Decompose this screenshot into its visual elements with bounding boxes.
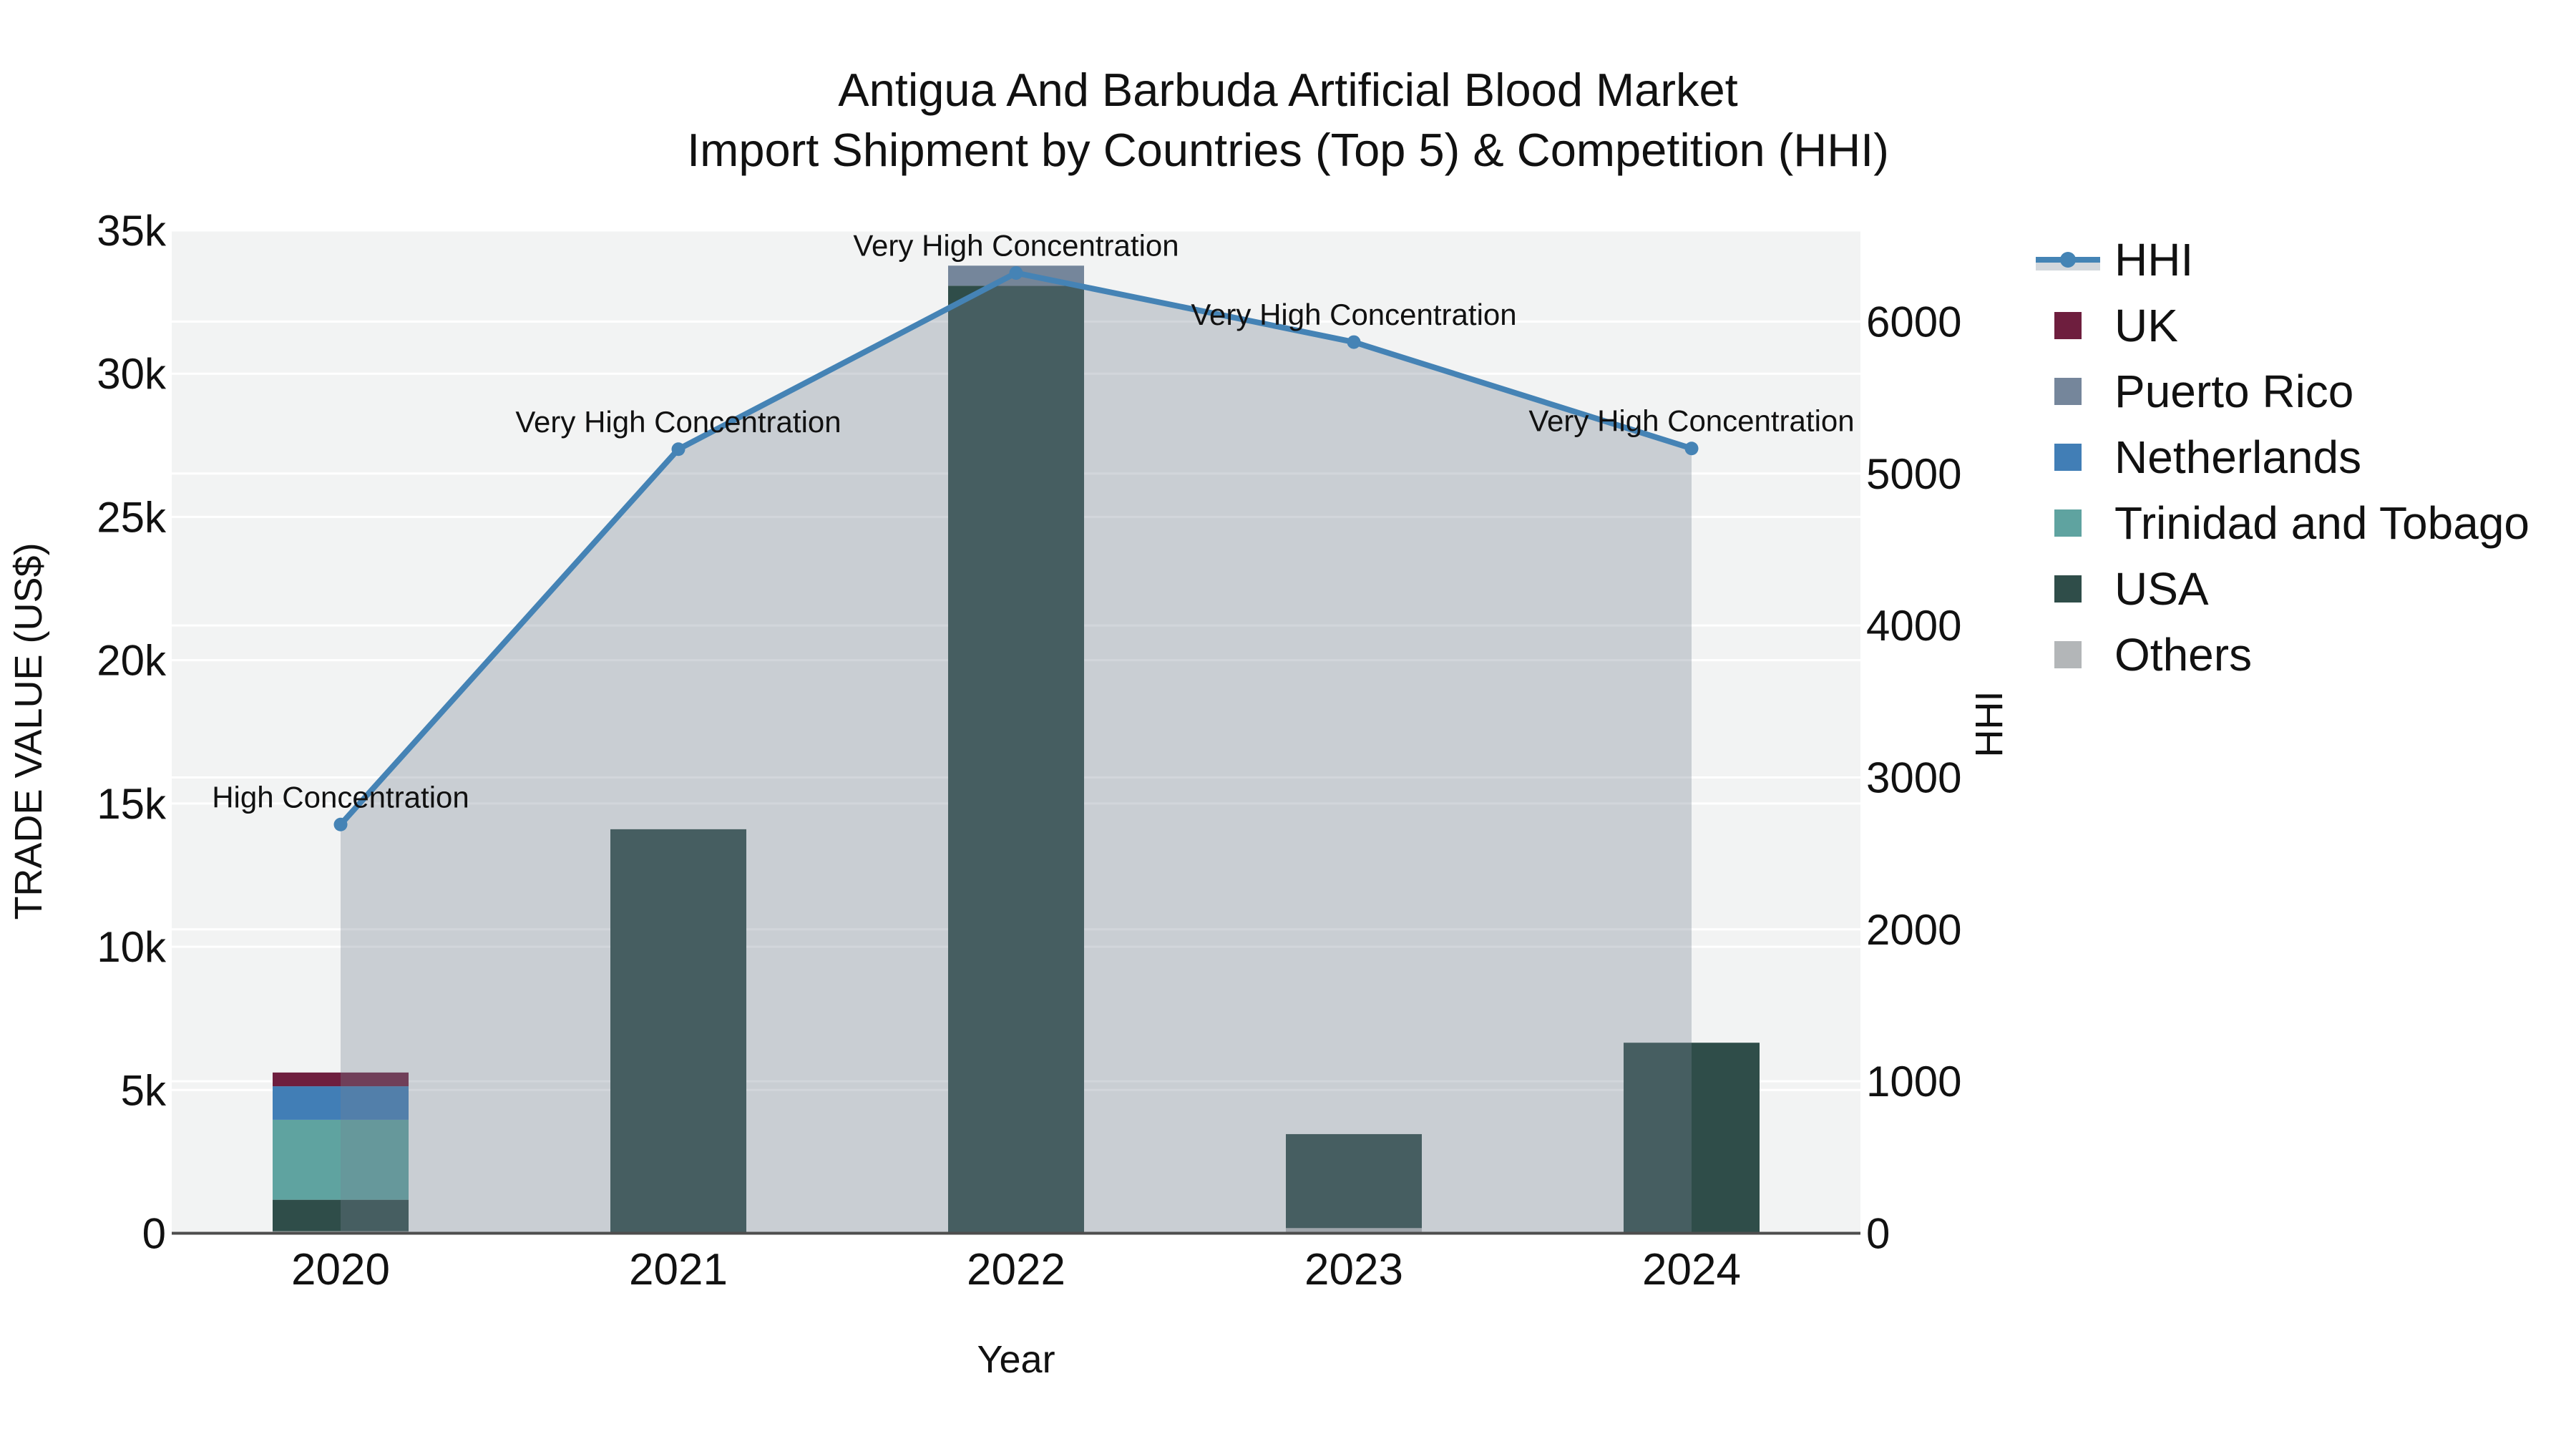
bar-others-2023[interactable]: [1286, 1228, 1422, 1234]
bar-usa-2020[interactable]: [273, 1199, 409, 1231]
legend-color-swatch: [2036, 304, 2100, 347]
legend-line-swatch: [2036, 238, 2100, 281]
legend-item-label: UK: [2114, 300, 2178, 351]
legend-item-label: Netherlands: [2114, 431, 2362, 483]
y-right-tick-3000: 3000: [1866, 753, 1961, 801]
y-left-tick-5k: 5k: [121, 1066, 167, 1114]
bar-usa-2024[interactable]: [1624, 1043, 1760, 1234]
chart-title: Antigua And Barbuda Artificial Blood Mar…: [687, 60, 1889, 180]
annotation-2024: Very High Concentration: [1528, 404, 1854, 438]
x-tick-2020: 2020: [291, 1245, 390, 1294]
y-right-tick-5000: 5000: [1866, 450, 1961, 498]
legend-swatch-icon: [2054, 641, 2082, 668]
bar-netherlands-2020[interactable]: [273, 1086, 409, 1120]
x-tick-2021: 2021: [629, 1245, 728, 1294]
annotation-2020: High Concentration: [212, 780, 469, 814]
annotation-2021: Very High Concentration: [515, 405, 841, 439]
legend-item-others[interactable]: Others: [2036, 622, 2529, 688]
x-tick-2023: 2023: [1304, 1245, 1403, 1294]
bar-usa-2023[interactable]: [1286, 1133, 1422, 1229]
legend-hhi-marker-swatch: [2060, 252, 2076, 268]
y-right-tick-1000: 1000: [1866, 1058, 1961, 1106]
legend-color-swatch: [2036, 370, 2100, 413]
chart-title-line1: Antigua And Barbuda Artificial Blood Mar…: [838, 64, 1738, 116]
legend-color-swatch: [2036, 633, 2100, 676]
legend-item-label: Puerto Rico: [2114, 366, 2354, 417]
y-left-tick-20k: 20k: [97, 637, 167, 685]
hhi-point-2021[interactable]: [671, 442, 686, 457]
legend-swatch-icon: [2054, 378, 2082, 405]
legend-swatch-icon: [2054, 509, 2082, 537]
legend-item-hhi[interactable]: HHI: [2036, 227, 2529, 293]
y-right-tick-2000: 2000: [1866, 906, 1961, 954]
legend-swatch-icon: [2054, 444, 2082, 471]
legend-item-netherlands[interactable]: Netherlands: [2036, 424, 2529, 490]
legend-color-swatch: [2036, 567, 2100, 610]
y-left-tick-0: 0: [142, 1210, 166, 1258]
legend-item-label: HHI: [2114, 234, 2194, 286]
annotation-2023: Very High Concentration: [1191, 298, 1516, 331]
legend-item-trinidad-and-tobago[interactable]: Trinidad and Tobago: [2036, 490, 2529, 556]
y-right-tick-6000: 6000: [1866, 298, 1961, 346]
x-tick-2022: 2022: [967, 1245, 1065, 1294]
x-axis-title: Year: [977, 1338, 1055, 1381]
legend-item-uk[interactable]: UK: [2036, 293, 2529, 358]
y-left-tick-30k: 30k: [97, 350, 167, 398]
legend-item-usa[interactable]: USA: [2036, 556, 2529, 622]
bar-trinidad-and-tobago-2020[interactable]: [273, 1119, 409, 1200]
y-left-tick-15k: 15k: [97, 780, 167, 828]
y-left-tick-35k: 35k: [97, 207, 167, 255]
legend-swatch-icon: [2054, 312, 2082, 339]
legend: HHI UK Puerto Rico Netherlands Trinidad and …: [2036, 227, 2529, 688]
hhi-point-2022[interactable]: [1009, 265, 1023, 280]
bar-usa-2022[interactable]: [948, 286, 1084, 1234]
legend-item-label: Others: [2114, 629, 2253, 680]
legend-item-puerto-rico[interactable]: Puerto Rico: [2036, 358, 2529, 424]
y-right-tick-0: 0: [1866, 1210, 1890, 1258]
legend-color-swatch: [2036, 436, 2100, 479]
hhi-area-fill: [341, 273, 1692, 1234]
legend-color-swatch: [2036, 502, 2100, 545]
chart-title-line2: Import Shipment by Countries (Top 5) & C…: [687, 124, 1889, 176]
bar-usa-2021[interactable]: [610, 829, 746, 1234]
annotation-2022: Very High Concentration: [853, 228, 1179, 262]
y-right-tick-4000: 4000: [1866, 602, 1961, 650]
y-axis-right-title: HHI: [1968, 691, 2011, 758]
y-axis-left-title: TRADE VALUE (US$): [7, 542, 50, 920]
legend-swatch-icon: [2054, 575, 2082, 602]
legend-item-label: USA: [2114, 563, 2209, 615]
hhi-point-2023[interactable]: [1347, 335, 1361, 349]
hhi-point-2024[interactable]: [1684, 441, 1699, 456]
legend-item-label: Trinidad and Tobago: [2114, 497, 2529, 549]
x-tick-2024: 2024: [1642, 1245, 1741, 1294]
bar-uk-2020[interactable]: [273, 1072, 409, 1087]
y-left-tick-25k: 25k: [97, 493, 167, 541]
hhi-point-2020[interactable]: [333, 817, 348, 831]
y-left-tick-10k: 10k: [97, 923, 167, 971]
